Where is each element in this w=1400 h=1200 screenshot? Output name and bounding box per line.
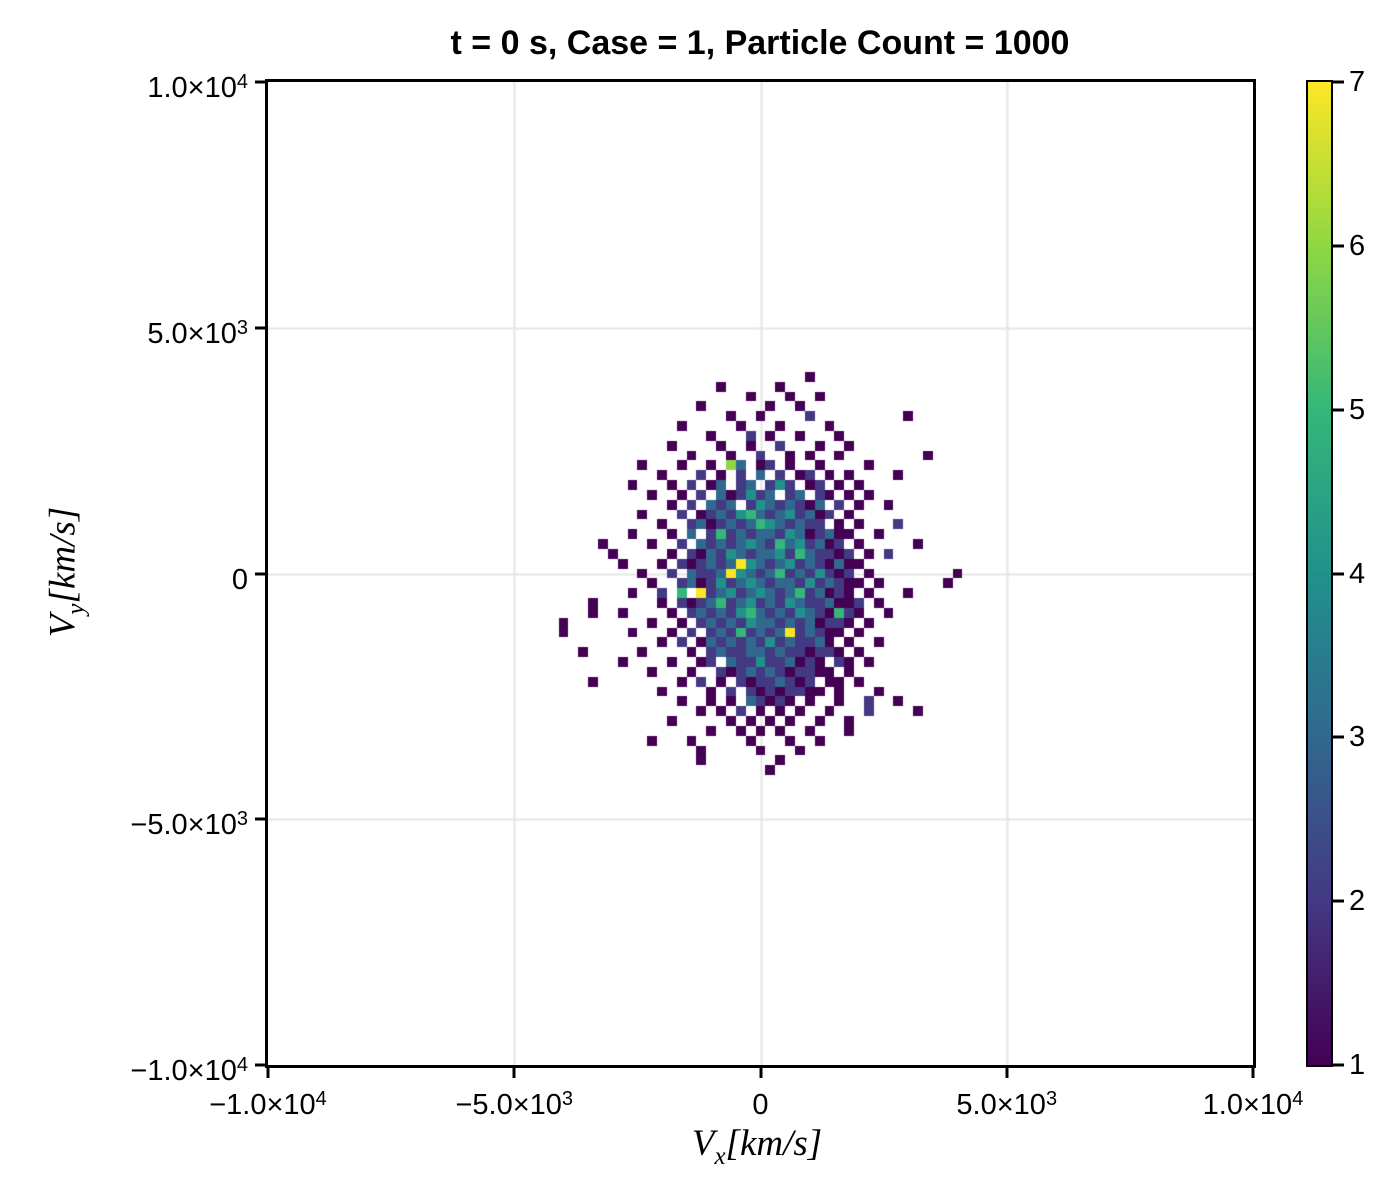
colorbar-label-7: 7: [1349, 66, 1366, 98]
x-tick-4: [1251, 1065, 1255, 1078]
colorbar-tick-7: [1331, 80, 1344, 84]
x-tick-label-4: 1.0×104: [1202, 1088, 1304, 1121]
y-tick-label-3: −5.0×103: [130, 808, 248, 842]
y-tick-label-0: 1.0×104: [147, 71, 248, 104]
y-tick-3: [255, 817, 268, 821]
colorbar-label-2: 2: [1349, 885, 1366, 918]
plot-title: t = 0 s, Case = 1, Particle Count = 1000: [450, 24, 1070, 62]
colorbar-tick-2: [1331, 899, 1344, 903]
colorbar-label-3: 3: [1349, 721, 1366, 754]
colorbar: [1306, 80, 1333, 1067]
heatmap-canvas: [268, 82, 1253, 1065]
y-tick-0: [255, 80, 268, 84]
colorbar-tick-5: [1331, 408, 1344, 412]
y-tick-1: [255, 326, 268, 330]
x-tick-1: [512, 1065, 516, 1078]
colorbar-tick-6: [1331, 244, 1344, 248]
x-tick-label-1: −5.0×103: [455, 1088, 574, 1121]
x-tick-label-2: 0: [752, 1089, 769, 1121]
x-tick-3: [1005, 1065, 1009, 1078]
colorbar-tick-1: [1331, 1063, 1344, 1067]
x-axis-label: Vx[km/s]: [691, 1123, 823, 1170]
y-tick-label-1: 5.0×103: [147, 316, 248, 350]
colorbar-label-4: 4: [1349, 557, 1366, 590]
y-axis-label: Vy[km/s]: [42, 506, 90, 638]
colorbar-label-1: 1: [1349, 1049, 1366, 1081]
x-tick-2: [759, 1065, 762, 1078]
y-tick-label-2: 0: [231, 563, 248, 596]
x-tick-label-0: −1.0×104: [209, 1088, 327, 1121]
colorbar-tick-4: [1331, 572, 1344, 575]
y-tick-2: [255, 572, 268, 575]
colorbar-tick-3: [1331, 735, 1344, 739]
y-tick-4: [255, 1063, 268, 1067]
x-tick-0: [266, 1065, 270, 1078]
colorbar-label-5: 5: [1349, 393, 1366, 426]
y-tick-label-4: −1.0×104: [130, 1054, 248, 1087]
colorbar-label-6: 6: [1349, 229, 1366, 262]
x-tick-label-3: 5.0×103: [956, 1088, 1058, 1121]
